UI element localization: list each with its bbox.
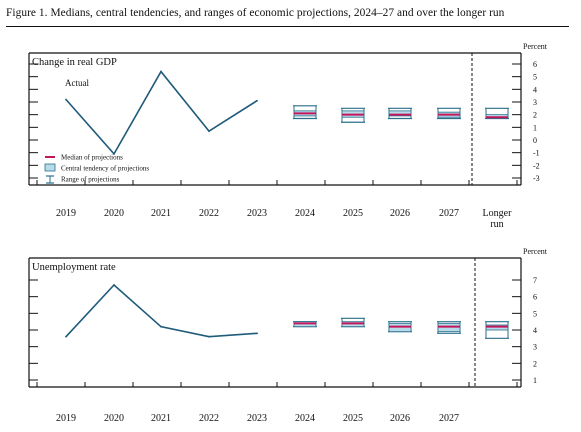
unemp-x-label: 2021 [151, 413, 171, 424]
unemp-x-label: 2026 [390, 413, 410, 424]
unemp-x-label: 2025 [343, 413, 363, 424]
gdp-actual-point [256, 99, 258, 102]
gdp-actual-point [65, 98, 67, 101]
unemp-title: Unemployment rate [32, 262, 116, 273]
unemp-y-axis-label: Percent [523, 247, 548, 256]
gdp-legend-range-label: Range of projections [61, 176, 120, 184]
gdp-x-label: 2022 [199, 208, 219, 219]
gdp-x-label: 2026 [390, 208, 410, 219]
gdp-actual-line [65, 70, 258, 156]
gdp-actual-point [113, 153, 115, 155]
gdp-y-tick-label: -1 [533, 149, 540, 158]
unemp-y-tick-label: 2 [533, 359, 537, 368]
gdp-actual-label: Actual [65, 78, 89, 88]
gdp-y-tick-label: -3 [533, 174, 540, 183]
unemp-x-label: 2020 [104, 413, 124, 424]
unemp-y-tick-label: 7 [533, 276, 537, 285]
gdp-x-label-longer-run: run [490, 219, 503, 230]
gdp-x-label: 2025 [343, 208, 363, 219]
gdp-y-tick-label: 4 [533, 85, 537, 94]
unemp-y-tick-label: 4 [533, 326, 537, 335]
gdp-y-tick-label: 1 [533, 123, 537, 132]
gdp-legend-central-label: Central tendency of projections [61, 165, 149, 173]
title-rule [6, 26, 569, 27]
gdp-y-tick-label: 2 [533, 111, 537, 120]
gdp-actual-point [160, 70, 162, 73]
unemp-actual-point [65, 335, 67, 338]
unemp-y-tick-label: 1 [533, 376, 537, 385]
unemp-actual-point [160, 325, 162, 328]
unemp-y-tick-label: 3 [533, 343, 537, 352]
gdp-central-tendency-box [388, 110, 412, 117]
gdp-legend-central-swatch [44, 163, 56, 172]
gdp-x-label-longer-run: Longer [483, 208, 513, 219]
gdp-x-label: 2020 [104, 208, 124, 219]
unemp-x-label: 2019 [56, 413, 76, 424]
gdp-x-label: 2021 [151, 208, 171, 219]
unemp-actual-point [208, 335, 210, 338]
gdp-x-label: 2027 [439, 208, 459, 219]
unemp-actual-point [256, 332, 258, 335]
gdp-y-tick-label: 0 [533, 136, 537, 145]
gdp-title: Change in real GDP [32, 57, 117, 68]
unemp-y-tick-label: 5 [533, 309, 537, 318]
gdp-legend-median-label: Median of projections [61, 154, 123, 162]
unemp-x-label: 2027 [439, 413, 459, 424]
gdp-actual-point [208, 130, 210, 133]
unemp-actual-line [65, 283, 258, 338]
unemp-x-label: 2023 [247, 413, 267, 424]
gdp-y-tick-label: 5 [533, 73, 537, 82]
gdp-x-label: 2023 [247, 208, 267, 219]
gdp-x-label: 2019 [56, 208, 76, 219]
gdp-x-label: 2024 [295, 208, 315, 219]
gdp-y-tick-label: 3 [533, 98, 537, 107]
gdp-y-tick-label: -2 [533, 161, 540, 170]
gdp-chart: Percent -3 -2 -1 0 1 2 3 4 5 6 2019 2020 2021 2022 2023… [28, 42, 548, 230]
gdp-y-tick-label: 6 [533, 60, 537, 69]
unemp-actual-point [113, 284, 115, 286]
figure-title: Figure 1. Medians, central tendencies, a… [6, 7, 505, 19]
gdp-y-axis-label: Percent [523, 42, 548, 51]
unemployment-chart: Percent 1 2 3 4 5 6 7 2019 2020 2021 2022 2023 2024 20… [28, 247, 548, 424]
unemp-x-label: 2022 [199, 413, 219, 424]
unemp-x-label: 2024 [295, 413, 315, 424]
unemp-y-tick-label: 6 [533, 293, 537, 302]
